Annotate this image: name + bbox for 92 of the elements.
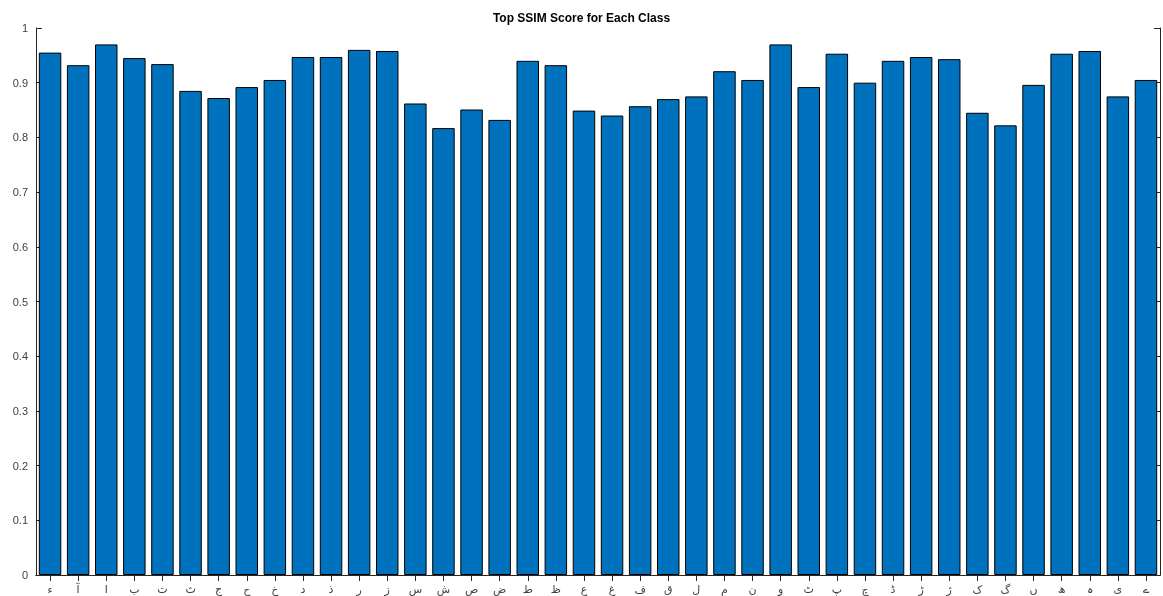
- x-tick-label: آ: [75, 581, 81, 595]
- bar: [628, 106, 652, 575]
- x-tick-label: ف: [634, 582, 646, 595]
- x-tick-label: ڑ: [917, 582, 925, 596]
- bar: [966, 112, 989, 575]
- bar: [572, 110, 596, 575]
- x-tick-label: د: [300, 582, 306, 595]
- bar: [825, 53, 849, 575]
- x-tick-label: ذ: [328, 582, 334, 595]
- bar: [263, 79, 287, 575]
- x-tick-label: ح: [243, 582, 252, 596]
- bar: [460, 109, 483, 575]
- bar: [95, 44, 118, 575]
- bar: [657, 99, 680, 575]
- x-tick-label: ہ: [1086, 582, 1093, 595]
- x-tick-label: ڈ: [890, 582, 896, 595]
- bar: [291, 56, 315, 575]
- bar: [151, 64, 174, 575]
- x-tick-label: ط: [522, 582, 533, 595]
- chart-title: Top SSIM Score for Each Class: [492, 11, 671, 25]
- x-tick-label: گ: [1000, 582, 1011, 595]
- bar: [685, 96, 708, 575]
- bar: [994, 125, 1017, 575]
- x-tick-label: ر: [355, 582, 362, 596]
- bar: [1106, 96, 1130, 575]
- x-tick-label: ض: [492, 582, 507, 596]
- x-tick-label: ی: [1113, 582, 1123, 595]
- y-tick-label: 0.4: [12, 350, 28, 363]
- x-tick-label: چ: [861, 582, 870, 596]
- x-tick-label: ل: [692, 582, 701, 595]
- bar: [235, 87, 258, 575]
- y-tick-label: 0.6: [12, 240, 28, 253]
- x-tick-label: ظ: [550, 582, 561, 595]
- x-tick-label: ش: [436, 582, 451, 596]
- bar: [347, 49, 371, 575]
- bar: [38, 52, 62, 575]
- bar: [1050, 53, 1073, 575]
- x-tick-label: ق: [663, 582, 673, 596]
- bar: [544, 65, 568, 575]
- x-tick-label: ژ: [945, 582, 952, 596]
- x-tick-label: ٹ: [803, 582, 814, 595]
- x-tick-label: ا: [104, 582, 108, 595]
- x-tick-label: غ: [608, 582, 616, 596]
- bar: [516, 60, 539, 575]
- x-tick-label: س: [408, 582, 423, 596]
- x-tick-label: ث: [185, 582, 196, 595]
- x-tick-label: ص: [464, 582, 479, 596]
- bar: [66, 65, 90, 575]
- x-tick-label: ت: [157, 582, 168, 595]
- y-tick-label: 1: [21, 22, 28, 34]
- bar: [853, 82, 877, 575]
- y-tick-label: 0.3: [12, 404, 28, 417]
- y-tick-label: 0.9: [12, 76, 28, 89]
- x-tick-label: م: [721, 582, 728, 596]
- x-tick-label: ب: [129, 582, 140, 595]
- y-tick-label: 0.8: [12, 131, 28, 144]
- x-tick-label: ن: [748, 582, 757, 595]
- bar: [938, 59, 961, 575]
- bar: [179, 90, 202, 575]
- y-tick-label: 0.5: [12, 295, 28, 308]
- y-tick-label: 0.7: [12, 186, 28, 199]
- x-tick-label: ج: [215, 582, 224, 596]
- x-tick-label: ک: [972, 582, 983, 595]
- bar: [1022, 84, 1045, 575]
- x-tick-label: ں: [1029, 582, 1038, 595]
- bar: [881, 60, 905, 575]
- x-tick-label: پ: [831, 582, 843, 596]
- bar: [1078, 50, 1101, 575]
- x-tick-label: ع: [580, 582, 588, 596]
- bar: [909, 56, 933, 575]
- x-tick-label: ے: [1142, 582, 1150, 595]
- bar: [123, 58, 146, 575]
- bar: [404, 103, 427, 575]
- x-tick-label: خ: [271, 582, 280, 596]
- x-tick-label: ھ: [1057, 582, 1066, 595]
- y-tick-label: 0.1: [12, 514, 28, 527]
- bar: [1134, 79, 1158, 575]
- bar: [741, 79, 764, 575]
- bar: [488, 119, 511, 575]
- bar: [207, 98, 230, 575]
- bar: [376, 50, 399, 575]
- bar: [432, 128, 455, 575]
- x-tick-label: ء: [47, 582, 53, 595]
- bar: [319, 56, 343, 575]
- x-tick-label: و: [776, 582, 784, 596]
- bar: [769, 44, 792, 575]
- bar: [713, 71, 736, 575]
- y-tick-label: 0: [21, 569, 28, 581]
- y-tick-label: 0.2: [12, 459, 28, 472]
- bar: [797, 87, 820, 575]
- x-tick-label: ز: [383, 582, 390, 596]
- bar: [600, 115, 624, 575]
